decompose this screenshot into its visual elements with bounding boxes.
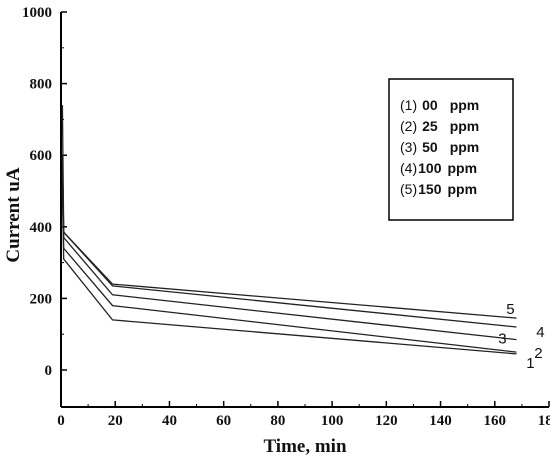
legend-unit: ppm	[450, 118, 480, 134]
series-line-5	[61, 105, 517, 319]
legend-entry: (5)150 ppm	[400, 181, 477, 197]
x-tick-label: 40	[162, 413, 177, 429]
y-tick-label: 0	[45, 363, 53, 379]
series-label-1: 1	[526, 355, 534, 372]
x-axis-title: Time, min	[263, 436, 346, 457]
legend-value: 150	[418, 181, 442, 197]
legend-prefix: (4)	[400, 160, 417, 176]
legend-value: 50	[422, 139, 438, 155]
axes: 0204060801001201401601800200400600800100…	[22, 5, 550, 429]
x-tick-label: 180	[538, 413, 550, 429]
legend-entry: (2) 25 ppm	[400, 118, 479, 134]
legend-prefix: (2)	[400, 118, 417, 134]
series-label-2: 2	[534, 345, 542, 362]
x-tick-label: 140	[429, 413, 452, 429]
legend: (1) 00 ppm (2) 25 ppm (3) 50 ppm (4)100 ppm (5)150 p…	[388, 78, 514, 221]
x-tick-label: 20	[108, 413, 123, 429]
legend-value: 100	[418, 160, 442, 176]
legend-box	[388, 78, 514, 221]
x-tick-label: 100	[321, 413, 344, 429]
legend-entry: (1) 00 ppm	[400, 97, 479, 113]
legend-prefix: (1)	[400, 97, 417, 113]
series-label-3: 3	[498, 331, 506, 348]
y-axis-title: Current uA	[3, 167, 24, 262]
y-tick-label: 800	[30, 77, 53, 93]
x-tick-label: 160	[484, 413, 507, 429]
x-tick-label: 60	[216, 413, 231, 429]
legend-entry: (4)100 ppm	[400, 160, 477, 176]
y-tick-label: 400	[30, 220, 53, 236]
x-tick-label: 80	[270, 413, 285, 429]
series-label-4: 4	[536, 324, 544, 341]
legend-prefix: (5)	[400, 181, 417, 197]
legend-unit: ppm	[450, 139, 480, 155]
x-tick-label: 120	[375, 413, 398, 429]
legend-value: 25	[422, 118, 438, 134]
legend-unit: ppm	[447, 160, 477, 176]
series-layer: 12 3 4 5	[61, 105, 545, 372]
x-tick-label: 0	[57, 413, 65, 429]
y-tick-label: 200	[30, 291, 53, 307]
legend-prefix: (3)	[400, 139, 417, 155]
legend-unit: ppm	[447, 181, 477, 197]
y-tick-label: 1000	[22, 5, 52, 21]
legend-value: 00	[422, 97, 438, 113]
y-tick-label: 600	[30, 148, 53, 164]
legend-entry: (3) 50 ppm	[400, 139, 479, 155]
legend-unit: ppm	[450, 97, 480, 113]
series-label-5: 5	[506, 301, 514, 318]
